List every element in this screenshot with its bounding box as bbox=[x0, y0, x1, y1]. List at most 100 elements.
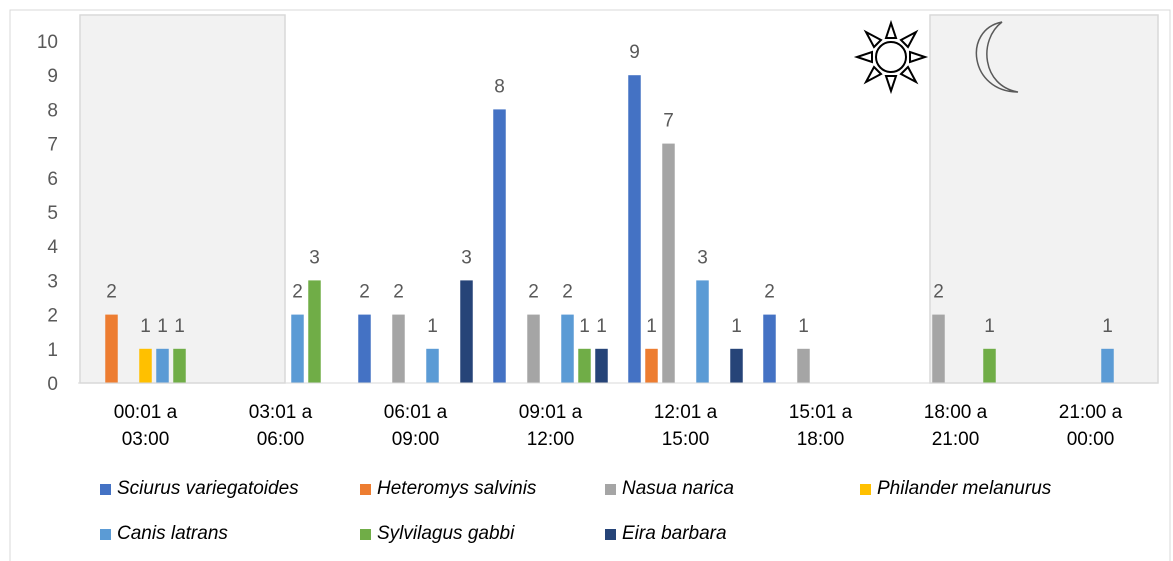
legend-swatch bbox=[605, 528, 616, 540]
bar bbox=[493, 109, 506, 384]
category-label: 18:00 bbox=[797, 429, 845, 450]
data-label: 1 bbox=[1102, 316, 1113, 337]
bar bbox=[763, 314, 776, 383]
crescent-moon-icon bbox=[975, 21, 1019, 93]
bar bbox=[156, 348, 169, 383]
bar bbox=[308, 280, 321, 383]
bar bbox=[730, 348, 743, 383]
bar bbox=[460, 280, 473, 383]
legend-label: Heteromys salvinis bbox=[377, 478, 537, 499]
category-labels: 00:01 a 03:00 03:01 a 06:00 06:01 a 09:00 09:0… bbox=[114, 402, 1123, 450]
y-axis-ticks: 0 1 2 3 4 5 6 7 8 9 10 bbox=[37, 32, 59, 395]
data-label: 2 bbox=[292, 282, 303, 303]
bar bbox=[392, 314, 405, 383]
data-label: 9 bbox=[629, 42, 640, 63]
data-label: 1 bbox=[596, 316, 607, 337]
bar bbox=[139, 348, 152, 383]
bar bbox=[291, 314, 304, 383]
legend-label: Nasua narica bbox=[622, 478, 734, 499]
legend-label: Canis latrans bbox=[117, 523, 228, 544]
legend-swatch bbox=[605, 483, 616, 495]
legend-swatch bbox=[100, 483, 111, 495]
bar bbox=[173, 348, 186, 383]
category-label: 09:00 bbox=[392, 429, 440, 450]
category-label: 06:01 a bbox=[384, 402, 448, 423]
category-label: 15:00 bbox=[662, 429, 710, 450]
data-label: 1 bbox=[427, 316, 438, 337]
night-shade-right bbox=[929, 14, 1159, 384]
bar bbox=[628, 75, 641, 383]
bar bbox=[595, 348, 608, 383]
bar bbox=[426, 348, 439, 383]
y-tick-label: 0 bbox=[47, 374, 58, 395]
data-label: 1 bbox=[174, 316, 185, 337]
legend-label: Philander melanurus bbox=[877, 478, 1052, 499]
y-tick-label: 10 bbox=[37, 32, 58, 53]
data-label: 1 bbox=[731, 316, 742, 337]
data-label: 1 bbox=[984, 316, 995, 337]
data-label: 1 bbox=[646, 316, 657, 337]
legend-item: Sylvilagus gabbi bbox=[360, 523, 514, 545]
y-tick-label: 5 bbox=[47, 203, 58, 224]
data-label: 2 bbox=[764, 282, 775, 303]
data-label: 1 bbox=[140, 316, 151, 337]
legend-swatch bbox=[360, 483, 371, 495]
bar bbox=[1101, 348, 1114, 383]
legend-item: Canis latrans bbox=[100, 523, 228, 545]
bar bbox=[696, 280, 709, 383]
data-label: 3 bbox=[309, 247, 320, 268]
category-label: 03:01 a bbox=[249, 402, 313, 423]
data-label: 3 bbox=[461, 247, 472, 268]
data-label: 7 bbox=[663, 111, 674, 132]
data-label: 2 bbox=[562, 282, 573, 303]
category-label: 03:00 bbox=[122, 429, 170, 450]
bars bbox=[105, 75, 1114, 384]
category-label: 15:01 a bbox=[789, 402, 853, 423]
legend-item: Eira barbara bbox=[605, 523, 727, 545]
y-tick-label: 6 bbox=[47, 169, 58, 190]
data-label: 8 bbox=[494, 76, 505, 97]
category-label: 21:00 bbox=[932, 429, 980, 450]
y-tick-label: 9 bbox=[47, 66, 58, 87]
legend-item: Sciurus variegatoides bbox=[100, 478, 299, 500]
legend-item: Philander melanurus bbox=[860, 478, 1051, 500]
bar bbox=[578, 348, 591, 383]
category-label: 12:01 a bbox=[654, 402, 718, 423]
category-label: 00:00 bbox=[1067, 429, 1115, 450]
data-label: 2 bbox=[106, 282, 117, 303]
legend-item: Nasua narica bbox=[605, 478, 734, 500]
legend-label: Sylvilagus gabbi bbox=[377, 523, 515, 544]
data-label: 2 bbox=[933, 282, 944, 303]
data-label: 3 bbox=[697, 247, 708, 268]
bar bbox=[662, 143, 675, 383]
bar bbox=[561, 314, 574, 383]
bar bbox=[983, 348, 996, 383]
data-label: 1 bbox=[798, 316, 809, 337]
bar bbox=[527, 314, 540, 383]
data-label: 1 bbox=[579, 316, 590, 337]
legend-item: Heteromys salvinis bbox=[360, 478, 536, 500]
legend-swatch bbox=[860, 483, 871, 495]
bar bbox=[932, 314, 945, 383]
category-label: 12:00 bbox=[527, 429, 575, 450]
y-tick-label: 2 bbox=[47, 306, 58, 327]
category-label: 21:00 a bbox=[1059, 402, 1123, 423]
data-label: 1 bbox=[157, 316, 168, 337]
data-label: 2 bbox=[359, 282, 370, 303]
category-label: 09:01 a bbox=[519, 402, 583, 423]
y-tick-label: 7 bbox=[47, 135, 58, 156]
y-tick-label: 3 bbox=[47, 271, 58, 292]
y-tick-label: 8 bbox=[47, 100, 58, 121]
category-label: 00:01 a bbox=[114, 402, 178, 423]
legend: Sciurus variegatoides Heteromys salvinis N… bbox=[100, 478, 1160, 558]
category-label: 06:00 bbox=[257, 429, 305, 450]
legend-label: Sciurus variegatoides bbox=[117, 478, 299, 499]
legend-swatch bbox=[360, 528, 371, 540]
sun-icon bbox=[853, 19, 929, 95]
legend-label: Eira barbara bbox=[622, 523, 727, 544]
data-label: 2 bbox=[393, 282, 404, 303]
chart-border bbox=[9, 9, 1171, 561]
legend-swatch bbox=[100, 528, 111, 540]
